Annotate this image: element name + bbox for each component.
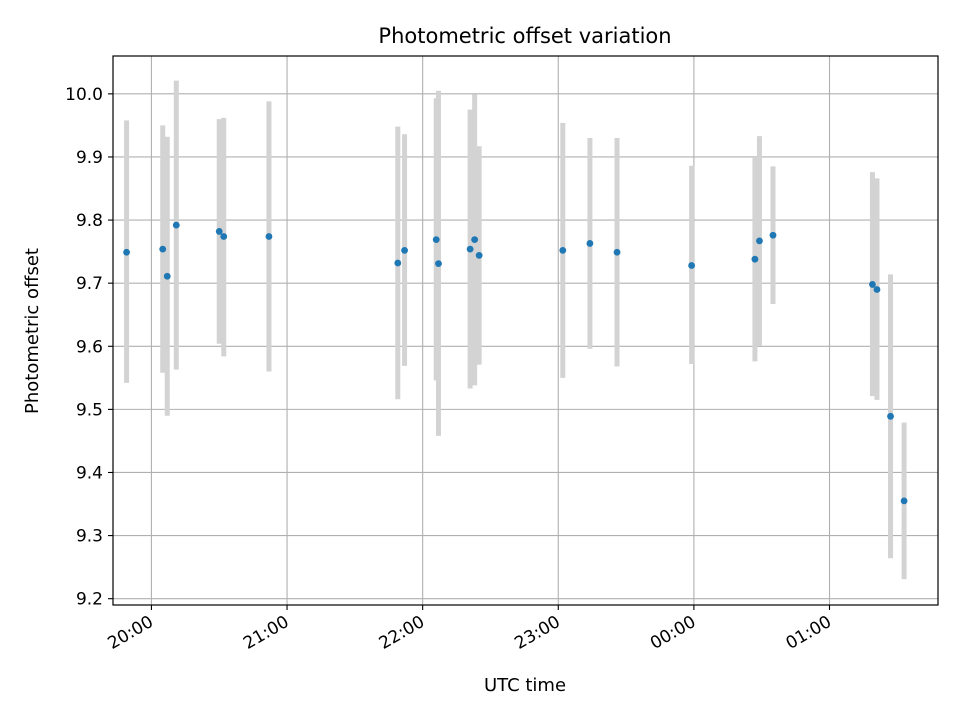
y-tick-label: 9.2: [76, 590, 103, 610]
data-point: [688, 262, 696, 269]
data-point: [435, 260, 442, 268]
data-point: [123, 248, 130, 256]
data-point: [220, 233, 228, 240]
y-tick-label: 9.5: [76, 400, 103, 420]
chart-title: Photometric offset variation: [378, 24, 671, 48]
y-axis: 9.2 9.3 9.4 9.5 9.6 9.7 9.8 9.9 10.0: [65, 85, 113, 610]
data-point: [559, 246, 567, 254]
data-point: [475, 252, 483, 259]
y-tick-label: 9.8: [76, 211, 103, 231]
data-point: [613, 248, 621, 256]
data-point: [869, 281, 876, 288]
data-point: [265, 233, 273, 240]
data-point: [394, 259, 402, 267]
data-point: [586, 240, 594, 247]
data-point: [769, 231, 777, 239]
data-point: [471, 236, 479, 244]
plot-frame: [112, 55, 939, 606]
data-point: [900, 497, 908, 505]
y-tick-label: 9.9: [76, 148, 103, 168]
data-points: [123, 221, 908, 505]
data-point: [756, 237, 763, 245]
y-tick-label: 9.7: [76, 274, 103, 294]
y-tick-label: 9.4: [76, 463, 103, 483]
y-tick-label: 10.0: [65, 85, 103, 105]
grid: [113, 56, 938, 605]
data-point: [215, 228, 223, 235]
data-point: [466, 245, 474, 253]
data-point: [751, 255, 759, 263]
data-point: [172, 221, 180, 229]
y-tick-label: 9.3: [76, 527, 103, 547]
data-point: [159, 245, 167, 253]
data-point: [163, 272, 171, 280]
y-axis-title: Photometric offset: [22, 248, 43, 414]
y-tick-label: 9.6: [76, 337, 103, 357]
x-axis-title: UTC time: [484, 675, 566, 696]
data-point: [887, 412, 894, 420]
data-point: [432, 236, 440, 244]
data-point: [873, 286, 881, 293]
data-point: [401, 246, 408, 254]
